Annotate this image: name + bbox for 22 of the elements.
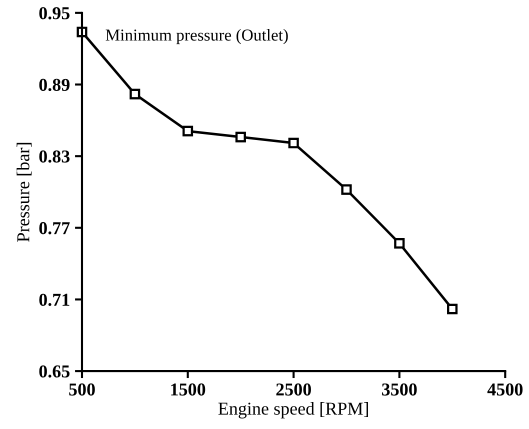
- x-axis-title: Engine speed [RPM]: [218, 402, 368, 418]
- y-tick-label: 0.83: [39, 150, 70, 163]
- x-tick-label: 1500: [171, 383, 206, 396]
- y-tick-label: 0.89: [39, 78, 70, 92]
- y-axis-title: Pressure [bar]: [16, 142, 32, 242]
- point: [76, 26, 88, 38]
- x-tick-label: 2500: [276, 383, 311, 396]
- x-tick-label: 500: [69, 383, 95, 396]
- point: [235, 132, 246, 142]
- x-tick-label: 4500: [487, 383, 523, 396]
- point: [341, 184, 352, 195]
- y-tick-label: 0.71: [39, 294, 70, 306]
- x-tick-label: 3500: [382, 383, 417, 396]
- point: [394, 238, 405, 249]
- y-tick-label: 0.65: [39, 365, 70, 378]
- point: [288, 138, 299, 148]
- annotation: Minimum pressure (Outlet): [106, 28, 288, 44]
- point: [447, 304, 458, 314]
- point: [182, 126, 194, 136]
- y-tick-label: 0.77: [39, 222, 70, 234]
- point: [130, 88, 140, 100]
- y-tick-label: 0.95: [39, 7, 70, 20]
